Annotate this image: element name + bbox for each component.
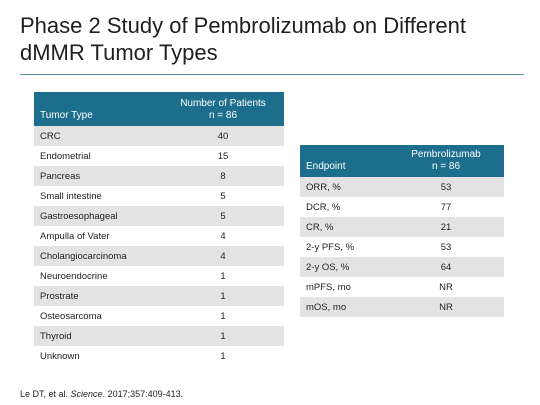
endpoint-cell: CR, %	[300, 217, 388, 237]
table-row: Endometrial 15	[34, 146, 284, 166]
citation-details: . 2017;357:409-413.	[102, 389, 184, 399]
endpoint-cell: mPFS, mo	[300, 277, 388, 297]
patients-header-line2: n = 86	[208, 110, 238, 121]
tumor-type-cell: Pancreas	[34, 166, 162, 186]
patient-count-cell: 1	[162, 266, 284, 286]
endpoint-header: Endpoint	[300, 145, 388, 177]
table-row: Prostrate 1	[34, 286, 284, 306]
tumor-type-cell: Endometrial	[34, 146, 162, 166]
table-row: Unknown 1	[34, 346, 284, 366]
endpoint-cell: ORR, %	[300, 177, 388, 197]
table-row: Small intestine 5	[34, 186, 284, 206]
tumor-type-cell: Osteosarcoma	[34, 306, 162, 326]
patient-count-cell: 5	[162, 206, 284, 226]
endpoint-value-cell: NR	[388, 277, 504, 297]
tumor-type-cell: Neuroendocrine	[34, 266, 162, 286]
table-row: CRC 40	[34, 126, 284, 146]
patient-count-cell: 1	[162, 286, 284, 306]
tumor-type-cell: CRC	[34, 126, 162, 146]
tumor-type-cell: Prostrate	[34, 286, 162, 306]
tumor-type-table: Tumor Type Number of Patients n = 86 CRC…	[34, 92, 284, 366]
table-row: Thyroid 1	[34, 326, 284, 346]
table-row: Cholangiocarcinoma 4	[34, 246, 284, 266]
citation-authors: Le DT, et al.	[20, 389, 71, 399]
endpoint-value-cell: 77	[388, 197, 504, 217]
patients-header-line1: Number of Patients	[180, 98, 266, 109]
patient-count-cell: 1	[162, 346, 284, 366]
endpoint-table-header-row: Endpoint Pembrolizumab n = 86	[300, 145, 504, 177]
pembrolizumab-header-line2: n = 86	[431, 161, 461, 172]
tumor-table-header-row: Tumor Type Number of Patients n = 86	[34, 92, 284, 126]
tumor-type-cell: Ampulla of Vater	[34, 226, 162, 246]
tumor-type-header: Tumor Type	[34, 92, 162, 126]
endpoint-value-cell: 21	[388, 217, 504, 237]
table-row: 2-y OS, % 64	[300, 257, 504, 277]
patient-count-cell: 1	[162, 306, 284, 326]
endpoint-cell: 2-y OS, %	[300, 257, 388, 277]
slide-title: Phase 2 Study of Pembrolizumab on Differ…	[20, 13, 466, 65]
endpoint-cell: DCR, %	[300, 197, 388, 217]
tumor-type-cell: Gastroesophageal	[34, 206, 162, 226]
patient-count-cell: 5	[162, 186, 284, 206]
endpoint-cell: mOS, mo	[300, 297, 388, 317]
endpoint-value-cell: 53	[388, 177, 504, 197]
patient-count-cell: 1	[162, 326, 284, 346]
table-row: Osteosarcoma 1	[34, 306, 284, 326]
patient-count-cell: 8	[162, 166, 284, 186]
patient-count-cell: 40	[162, 126, 284, 146]
patient-count-cell: 4	[162, 226, 284, 246]
table-row: DCR, % 77	[300, 197, 504, 217]
tumor-type-cell: Small intestine	[34, 186, 162, 206]
table-row: mPFS, mo NR	[300, 277, 504, 297]
title-divider	[20, 74, 524, 75]
endpoint-value-cell: NR	[388, 297, 504, 317]
citation: Le DT, et al. Science. 2017;357:409-413.	[20, 389, 183, 399]
tumor-type-cell: Cholangiocarcinoma	[34, 246, 162, 266]
table-row: mOS, mo NR	[300, 297, 504, 317]
citation-journal: Science	[70, 389, 103, 399]
tumor-type-cell: Thyroid	[34, 326, 162, 346]
pembrolizumab-header: Pembrolizumab n = 86	[388, 145, 504, 177]
table-row: Pancreas 8	[34, 166, 284, 186]
endpoint-cell: 2-y PFS, %	[300, 237, 388, 257]
table-row: Gastroesophageal 5	[34, 206, 284, 226]
table-row: ORR, % 53	[300, 177, 504, 197]
table-row: Neuroendocrine 1	[34, 266, 284, 286]
pembrolizumab-header-line1: Pembrolizumab	[411, 149, 481, 160]
endpoint-table: Endpoint Pembrolizumab n = 86 ORR, % 53 …	[300, 145, 504, 317]
table-row: CR, % 21	[300, 217, 504, 237]
patients-header: Number of Patients n = 86	[162, 92, 284, 126]
table-row: 2-y PFS, % 53	[300, 237, 504, 257]
endpoint-value-cell: 64	[388, 257, 504, 277]
table-row: Ampulla of Vater 4	[34, 226, 284, 246]
patient-count-cell: 4	[162, 246, 284, 266]
patient-count-cell: 15	[162, 146, 284, 166]
endpoint-value-cell: 53	[388, 237, 504, 257]
tumor-type-cell: Unknown	[34, 346, 162, 366]
